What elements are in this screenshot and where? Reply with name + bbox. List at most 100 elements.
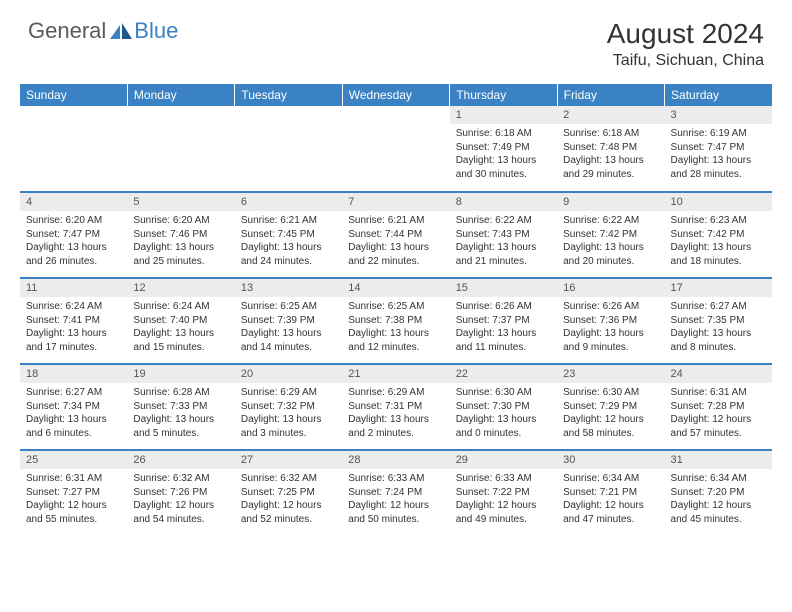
sunset-text: Sunset: 7:20 PM xyxy=(671,486,766,500)
calendar-day-cell: 6Sunrise: 6:21 AMSunset: 7:45 PMDaylight… xyxy=(235,192,342,278)
calendar-day-cell: 31Sunrise: 6:34 AMSunset: 7:20 PMDayligh… xyxy=(665,450,772,536)
sunrise-text: Sunrise: 6:32 AM xyxy=(241,472,336,486)
calendar-week-row: 11Sunrise: 6:24 AMSunset: 7:41 PMDayligh… xyxy=(20,278,772,364)
sunset-text: Sunset: 7:24 PM xyxy=(348,486,443,500)
daylight-text: Daylight: 13 hours and 9 minutes. xyxy=(563,327,658,354)
sunset-text: Sunset: 7:42 PM xyxy=(671,228,766,242)
calendar-week-row: 4Sunrise: 6:20 AMSunset: 7:47 PMDaylight… xyxy=(20,192,772,278)
day-info: Sunrise: 6:22 AMSunset: 7:43 PMDaylight:… xyxy=(450,211,557,271)
day-number: 9 xyxy=(557,193,664,211)
daylight-text: Daylight: 13 hours and 24 minutes. xyxy=(241,241,336,268)
sunset-text: Sunset: 7:34 PM xyxy=(26,400,121,414)
day-info: Sunrise: 6:19 AMSunset: 7:47 PMDaylight:… xyxy=(665,124,772,184)
calendar-day-cell: 3Sunrise: 6:19 AMSunset: 7:47 PMDaylight… xyxy=(665,106,772,192)
day-info: Sunrise: 6:27 AMSunset: 7:35 PMDaylight:… xyxy=(665,297,772,357)
calendar-day-cell xyxy=(20,106,127,192)
calendar-day-cell: 30Sunrise: 6:34 AMSunset: 7:21 PMDayligh… xyxy=(557,450,664,536)
sunrise-text: Sunrise: 6:33 AM xyxy=(456,472,551,486)
day-info: Sunrise: 6:30 AMSunset: 7:29 PMDaylight:… xyxy=(557,383,664,443)
day-number xyxy=(127,106,234,112)
day-number: 26 xyxy=(127,451,234,469)
calendar-day-cell: 9Sunrise: 6:22 AMSunset: 7:42 PMDaylight… xyxy=(557,192,664,278)
sunrise-text: Sunrise: 6:32 AM xyxy=(133,472,228,486)
calendar-body: 1Sunrise: 6:18 AMSunset: 7:49 PMDaylight… xyxy=(20,106,772,536)
daylight-text: Daylight: 12 hours and 47 minutes. xyxy=(563,499,658,526)
day-info: Sunrise: 6:31 AMSunset: 7:28 PMDaylight:… xyxy=(665,383,772,443)
logo-text-blue: Blue xyxy=(134,18,178,44)
daylight-text: Daylight: 13 hours and 11 minutes. xyxy=(456,327,551,354)
day-number: 22 xyxy=(450,365,557,383)
sunrise-text: Sunrise: 6:31 AM xyxy=(26,472,121,486)
day-info: Sunrise: 6:21 AMSunset: 7:44 PMDaylight:… xyxy=(342,211,449,271)
sunrise-text: Sunrise: 6:29 AM xyxy=(348,386,443,400)
day-number: 31 xyxy=(665,451,772,469)
sunset-text: Sunset: 7:45 PM xyxy=(241,228,336,242)
weekday-header: Monday xyxy=(127,84,234,106)
day-info: Sunrise: 6:26 AMSunset: 7:36 PMDaylight:… xyxy=(557,297,664,357)
day-number: 24 xyxy=(665,365,772,383)
day-number: 16 xyxy=(557,279,664,297)
calendar-day-cell: 17Sunrise: 6:27 AMSunset: 7:35 PMDayligh… xyxy=(665,278,772,364)
calendar-day-cell: 10Sunrise: 6:23 AMSunset: 7:42 PMDayligh… xyxy=(665,192,772,278)
weekday-header: Wednesday xyxy=(342,84,449,106)
weekday-header: Tuesday xyxy=(235,84,342,106)
sunrise-text: Sunrise: 6:21 AM xyxy=(241,214,336,228)
sunrise-text: Sunrise: 6:30 AM xyxy=(563,386,658,400)
sunrise-text: Sunrise: 6:18 AM xyxy=(563,127,658,141)
logo-sail-icon xyxy=(110,23,132,39)
sunrise-text: Sunrise: 6:27 AM xyxy=(26,386,121,400)
calendar-day-cell: 1Sunrise: 6:18 AMSunset: 7:49 PMDaylight… xyxy=(450,106,557,192)
calendar-table: Sunday Monday Tuesday Wednesday Thursday… xyxy=(20,84,772,536)
sunrise-text: Sunrise: 6:25 AM xyxy=(241,300,336,314)
calendar-day-cell: 21Sunrise: 6:29 AMSunset: 7:31 PMDayligh… xyxy=(342,364,449,450)
day-number: 3 xyxy=(665,106,772,124)
sunrise-text: Sunrise: 6:20 AM xyxy=(26,214,121,228)
calendar-day-cell: 5Sunrise: 6:20 AMSunset: 7:46 PMDaylight… xyxy=(127,192,234,278)
daylight-text: Daylight: 13 hours and 12 minutes. xyxy=(348,327,443,354)
sunset-text: Sunset: 7:33 PM xyxy=(133,400,228,414)
sunrise-text: Sunrise: 6:30 AM xyxy=(456,386,551,400)
sunset-text: Sunset: 7:22 PM xyxy=(456,486,551,500)
location-label: Taifu, Sichuan, China xyxy=(607,52,764,70)
sunset-text: Sunset: 7:47 PM xyxy=(671,141,766,155)
sunset-text: Sunset: 7:39 PM xyxy=(241,314,336,328)
day-number: 5 xyxy=(127,193,234,211)
day-number: 1 xyxy=(450,106,557,124)
sunset-text: Sunset: 7:26 PM xyxy=(133,486,228,500)
page-title: August 2024 xyxy=(607,18,764,50)
sunrise-text: Sunrise: 6:33 AM xyxy=(348,472,443,486)
sunrise-text: Sunrise: 6:24 AM xyxy=(133,300,228,314)
sunset-text: Sunset: 7:48 PM xyxy=(563,141,658,155)
day-number: 20 xyxy=(235,365,342,383)
day-info: Sunrise: 6:33 AMSunset: 7:22 PMDaylight:… xyxy=(450,469,557,529)
day-number: 4 xyxy=(20,193,127,211)
calendar-day-cell: 14Sunrise: 6:25 AMSunset: 7:38 PMDayligh… xyxy=(342,278,449,364)
day-info: Sunrise: 6:23 AMSunset: 7:42 PMDaylight:… xyxy=(665,211,772,271)
sunset-text: Sunset: 7:31 PM xyxy=(348,400,443,414)
day-number xyxy=(342,106,449,112)
day-info: Sunrise: 6:33 AMSunset: 7:24 PMDaylight:… xyxy=(342,469,449,529)
day-info: Sunrise: 6:25 AMSunset: 7:38 PMDaylight:… xyxy=(342,297,449,357)
sunset-text: Sunset: 7:40 PM xyxy=(133,314,228,328)
sunset-text: Sunset: 7:37 PM xyxy=(456,314,551,328)
calendar-day-cell: 7Sunrise: 6:21 AMSunset: 7:44 PMDaylight… xyxy=(342,192,449,278)
day-info: Sunrise: 6:20 AMSunset: 7:47 PMDaylight:… xyxy=(20,211,127,271)
daylight-text: Daylight: 13 hours and 5 minutes. xyxy=(133,413,228,440)
daylight-text: Daylight: 13 hours and 8 minutes. xyxy=(671,327,766,354)
day-info: Sunrise: 6:22 AMSunset: 7:42 PMDaylight:… xyxy=(557,211,664,271)
sunrise-text: Sunrise: 6:27 AM xyxy=(671,300,766,314)
day-number: 7 xyxy=(342,193,449,211)
sunset-text: Sunset: 7:35 PM xyxy=(671,314,766,328)
daylight-text: Daylight: 13 hours and 17 minutes. xyxy=(26,327,121,354)
day-info: Sunrise: 6:26 AMSunset: 7:37 PMDaylight:… xyxy=(450,297,557,357)
sunrise-text: Sunrise: 6:21 AM xyxy=(348,214,443,228)
day-number: 27 xyxy=(235,451,342,469)
sunrise-text: Sunrise: 6:26 AM xyxy=(456,300,551,314)
day-number: 12 xyxy=(127,279,234,297)
daylight-text: Daylight: 13 hours and 15 minutes. xyxy=(133,327,228,354)
day-number: 25 xyxy=(20,451,127,469)
day-number: 13 xyxy=(235,279,342,297)
sunrise-text: Sunrise: 6:19 AM xyxy=(671,127,766,141)
calendar-week-row: 1Sunrise: 6:18 AMSunset: 7:49 PMDaylight… xyxy=(20,106,772,192)
daylight-text: Daylight: 12 hours and 45 minutes. xyxy=(671,499,766,526)
